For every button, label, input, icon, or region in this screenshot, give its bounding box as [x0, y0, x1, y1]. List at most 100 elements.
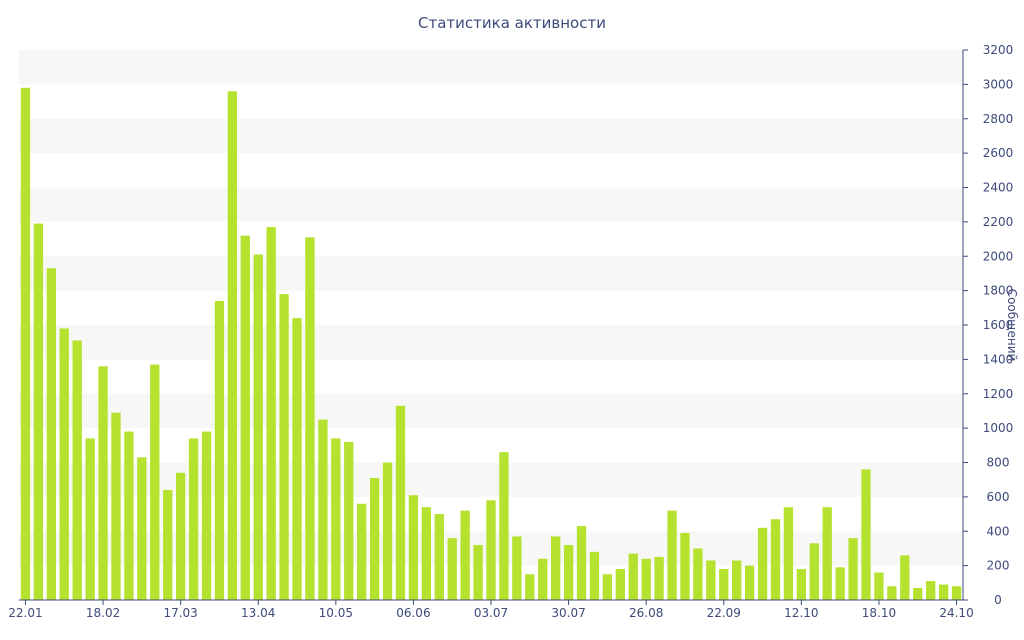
bar — [563, 545, 574, 600]
bar — [796, 569, 807, 600]
x-tick-label: 12.10 — [784, 606, 818, 620]
bar — [783, 507, 794, 600]
y-tick-label: 1200 — [983, 387, 1014, 401]
bar — [667, 510, 677, 601]
y-tick-label: 200 — [987, 559, 1010, 573]
bar — [59, 328, 69, 600]
bar — [124, 431, 134, 600]
x-tick-label: 22.01 — [8, 606, 42, 620]
y-tick-label: 3200 — [983, 43, 1014, 57]
bar — [318, 419, 328, 600]
bar — [357, 503, 367, 600]
bar — [835, 567, 845, 600]
bar — [434, 514, 444, 600]
bar — [887, 586, 897, 600]
grid-band — [19, 256, 963, 291]
bar — [331, 438, 341, 600]
x-tick-label: 10.05 — [319, 606, 353, 620]
y-tick-labels: 0 200 400 600 800 1000 1200 1400 1600 1800 2000 220… — [983, 43, 1014, 607]
bar — [693, 548, 703, 600]
x-tick-label: 03.07 — [474, 606, 508, 620]
axes — [19, 49, 968, 605]
x-tick-label: 13.04 — [241, 606, 275, 620]
bar — [382, 462, 393, 600]
x-tick-label: 26.08 — [629, 606, 663, 620]
bar — [486, 500, 496, 600]
bar — [744, 565, 755, 601]
bar — [447, 538, 457, 601]
bar — [602, 574, 613, 600]
bar — [98, 366, 108, 600]
bars — [20, 87, 962, 601]
bar — [913, 587, 923, 600]
bar — [654, 557, 664, 600]
grid-band — [19, 325, 963, 360]
bar — [512, 536, 522, 600]
bar — [72, 340, 82, 600]
bar — [46, 268, 56, 600]
grid-band — [19, 462, 963, 497]
bar — [473, 545, 483, 600]
bar — [85, 438, 95, 600]
bar — [706, 560, 716, 600]
bar — [150, 364, 160, 600]
bar — [33, 223, 44, 600]
bar — [395, 405, 406, 600]
bar — [266, 227, 276, 600]
y-tick-label: 1000 — [983, 421, 1014, 435]
grid-band — [19, 118, 963, 154]
y-tick-label: 400 — [987, 524, 1010, 538]
bar — [201, 431, 212, 600]
bar — [408, 495, 419, 600]
bar — [628, 553, 638, 600]
y-tick-label: 2200 — [983, 215, 1014, 229]
bar — [305, 237, 315, 600]
bar — [253, 254, 263, 600]
y-tick-label: 3000 — [983, 77, 1014, 91]
y-tick-label: 1400 — [983, 352, 1014, 366]
bar — [757, 527, 768, 600]
bar — [861, 469, 871, 601]
bar — [770, 519, 781, 600]
chart-title: Статистика активности — [418, 14, 606, 32]
bar — [163, 490, 173, 600]
bar — [111, 412, 121, 600]
bar — [938, 584, 949, 600]
bar — [279, 294, 289, 600]
x-tick-label: 22.09 — [707, 606, 741, 620]
bar — [900, 555, 910, 600]
bar — [641, 558, 651, 600]
grid-bands — [19, 50, 963, 566]
x-tick-label: 18.02 — [86, 606, 120, 620]
y-tick-label: 2400 — [983, 181, 1014, 195]
bar — [214, 300, 225, 600]
bar — [525, 574, 535, 600]
x-tick-label: 18.10 — [862, 606, 896, 620]
bar — [538, 558, 548, 600]
bar — [292, 318, 302, 601]
bar — [460, 510, 470, 601]
bar — [175, 472, 186, 600]
x-tick-label: 06.06 — [396, 606, 430, 620]
bar — [240, 235, 250, 601]
bar — [137, 457, 147, 600]
bar — [589, 551, 600, 601]
bar — [20, 87, 31, 600]
bar — [499, 452, 509, 600]
bar — [719, 569, 729, 600]
bar — [551, 536, 561, 600]
y-tick-label: 2600 — [983, 146, 1014, 160]
x-tick-label: 24.10 — [939, 606, 973, 620]
bar — [848, 538, 858, 601]
y-axis-label: Сообщений — [1005, 289, 1019, 362]
grid-band — [19, 187, 963, 222]
bar — [344, 441, 354, 601]
bar — [615, 569, 625, 600]
bar — [822, 507, 832, 600]
x-tick-label: 17.03 — [163, 606, 197, 620]
bar — [680, 532, 690, 600]
bar — [369, 477, 380, 600]
grid-band — [19, 393, 963, 429]
bar — [188, 438, 199, 600]
